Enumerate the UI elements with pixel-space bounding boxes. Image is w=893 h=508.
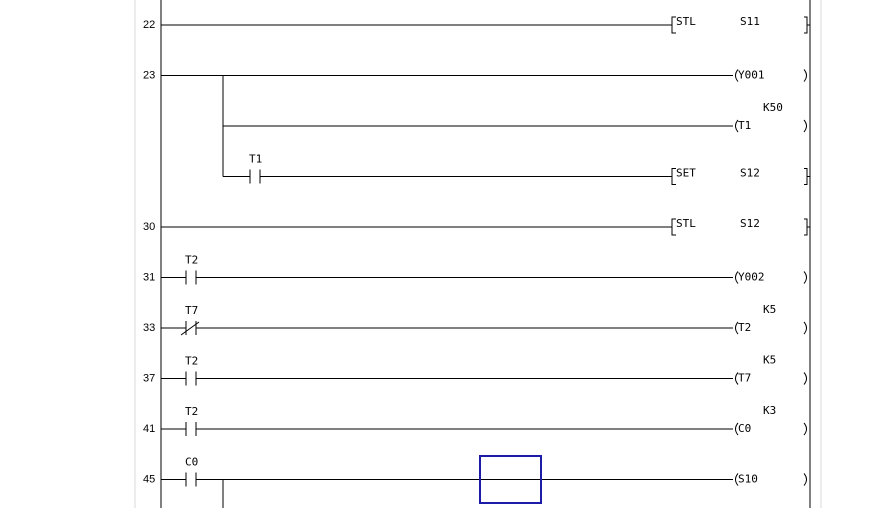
coil-parameter: K50 [763,101,783,114]
coil-open-paren [735,69,739,82]
coil-operand[interactable]: T7 [738,372,751,385]
coil-operand[interactable]: T1 [738,119,751,132]
coil-operand[interactable]: S10 [738,473,758,486]
contact-nc-slash [180,321,200,336]
contact-label: T2 [185,254,198,267]
coil-close-paren [803,422,807,436]
coil-open-paren [735,422,739,436]
coil-close-paren [803,69,807,82]
step-number: 31 [143,272,155,284]
coil-open-paren [735,271,739,284]
coil-operand[interactable]: Y001 [738,69,765,82]
coil-close-paren [803,372,807,385]
contact-label: T7 [185,304,198,317]
coil-open-paren [735,119,739,133]
step-number: 45 [143,474,155,486]
coil-parameter: K5 [763,303,776,316]
coil-close-paren [803,473,807,486]
instruction-op[interactable]: STL [676,217,696,230]
instruction-close-bracket [804,218,808,236]
contact-label: C0 [185,456,198,469]
step-number: 41 [143,423,155,435]
coil-operand[interactable]: Y002 [738,271,765,284]
coil-parameter: K5 [763,354,776,367]
contact-label: T2 [185,405,198,418]
instruction-close-bracket [804,168,808,185]
step-number: 23 [143,70,155,82]
step-number: 30 [143,221,155,233]
contact-label: T1 [249,153,262,166]
coil-open-paren [735,321,739,335]
coil-close-paren [803,119,807,133]
coil-close-paren [803,321,807,335]
instruction-open-bracket [671,168,676,185]
edit-cursor[interactable] [479,455,542,504]
coil-open-paren [735,372,739,385]
instruction-operand[interactable]: S12 [740,167,760,180]
instruction-op[interactable]: STL [676,15,696,28]
step-number: 37 [143,373,155,385]
instruction-close-bracket [804,16,808,34]
coil-operand[interactable]: T2 [738,321,751,334]
coil-parameter: K3 [763,404,776,417]
coil-operand[interactable]: C0 [738,422,751,435]
contact-label: T2 [185,355,198,368]
instruction-open-bracket [671,218,676,236]
instruction-op[interactable]: SET [676,167,696,180]
instruction-open-bracket [671,16,676,34]
coil-close-paren [803,271,807,284]
instruction-operand[interactable]: S12 [740,217,760,230]
step-number: 33 [143,322,155,334]
coil-open-paren [735,473,739,486]
step-number: 22 [143,19,155,31]
instruction-operand[interactable]: S11 [740,15,760,28]
